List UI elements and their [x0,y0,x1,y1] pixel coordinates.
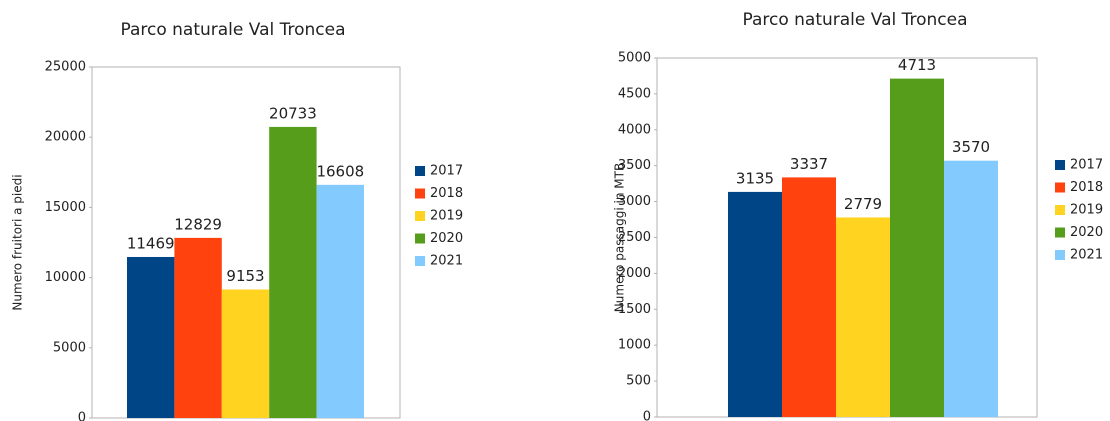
data-label: 9153 [226,267,264,285]
data-label: 12829 [174,215,222,233]
legend-label: 2020 [1070,225,1103,240]
bar [316,184,364,418]
y-tick-label: 2000 [618,266,651,281]
y-tick-label: 0 [78,411,86,421]
bar [221,289,270,418]
bar [728,191,782,417]
y-tick-label: 25000 [45,60,86,75]
legend-label: 2018 [430,186,463,201]
legend-label: 2019 [430,209,463,224]
legend-swatch [415,188,425,199]
data-label: 2779 [844,195,882,213]
chart-title: Parco naturale Val Troncea [742,10,967,30]
data-label: 16608 [316,162,364,180]
legend-label: 2018 [1070,180,1103,195]
bar [836,217,890,417]
legend-swatch [1055,227,1065,238]
bar [174,237,222,418]
y-tick-label: 1500 [618,302,651,317]
y-tick-label: 1000 [618,338,651,353]
data-label: 20733 [269,104,317,122]
legend-label: 2021 [430,254,463,269]
y-tick-label: 3000 [618,194,651,209]
y-axis-label: Numero passaggi in MTB [613,163,627,312]
data-label: 3135 [736,169,774,187]
y-tick-label: 20000 [45,130,86,145]
bar [944,160,998,417]
legend-label: 2019 [1070,203,1103,218]
y-tick-label: 5000 [618,51,651,66]
legend-swatch [1055,205,1065,215]
y-tick-label: 3500 [618,158,651,173]
y-tick-label: 4000 [618,122,651,137]
legend-label: 2021 [1070,248,1103,263]
bar [127,256,175,418]
legend-swatch [1055,250,1065,260]
data-label: 4713 [898,56,936,74]
chart-title: Parco naturale Val Troncea [120,20,345,40]
y-tick-label: 15000 [45,200,86,215]
y-tick-label: 5000 [53,340,86,355]
legend-swatch [415,233,425,244]
legend-swatch [1055,160,1065,170]
bar [269,126,317,418]
y-tick-label: 2500 [618,230,651,245]
legend-label: 2017 [430,164,463,179]
legend-label: 2017 [1070,158,1103,173]
legend-label: 2020 [430,231,463,246]
legend-swatch [415,256,425,266]
y-tick-label: 500 [626,374,651,389]
y-tick-label: 0 [643,410,651,421]
data-label: 3337 [790,155,828,173]
legend-swatch [1055,182,1065,193]
y-tick-label: 10000 [45,270,86,285]
legend-swatch [415,166,425,176]
bar [890,78,944,417]
bar [782,177,836,417]
legend-swatch [415,211,425,221]
y-axis-label: Numero fruitori a piedi [11,174,25,310]
data-label: 11469 [127,234,175,252]
y-tick-label: 4500 [618,86,651,101]
data-label: 3570 [952,138,990,156]
